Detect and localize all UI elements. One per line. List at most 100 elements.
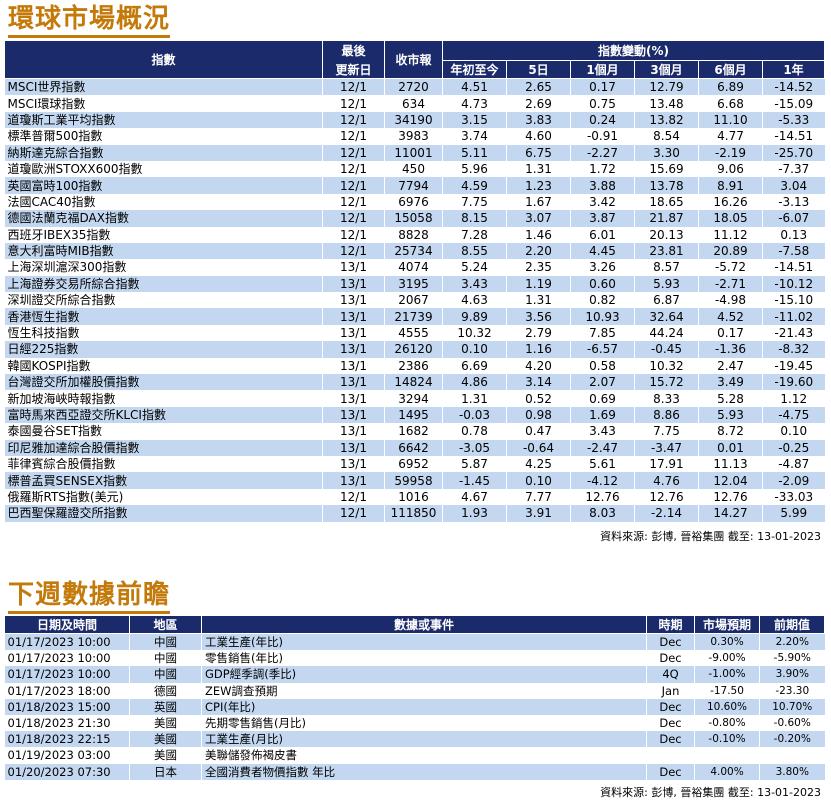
row-1m: 0.82 bbox=[570, 292, 635, 309]
row-update-date: 12/1 bbox=[322, 505, 385, 522]
row-5d: 2.35 bbox=[506, 259, 571, 276]
table-row: 台灣證交所加權股價指數 13/1 14824 4.86 3.14 2.07 15.72 3.4… bbox=[4, 374, 825, 391]
row-1m: 3.42 bbox=[570, 193, 635, 211]
row-close: 3983 bbox=[384, 128, 443, 145]
row-index-name: 法國CAC40指數 bbox=[7, 194, 96, 209]
row-ytd: 5.24 bbox=[442, 259, 507, 276]
row-close: 26120 bbox=[384, 341, 443, 358]
row-1y: -0.25 bbox=[762, 439, 825, 456]
row-update-date: 12/1 bbox=[322, 95, 385, 112]
row-previous: -0.20% bbox=[759, 731, 825, 748]
row-region: 日本 bbox=[129, 763, 202, 780]
market-section-title: 環球市場概況 bbox=[8, 4, 171, 38]
row-1m: 0.24 bbox=[570, 111, 635, 129]
row-datetime: 01/17/2023 10:00 bbox=[4, 633, 130, 651]
header-region: 地區 bbox=[129, 615, 202, 634]
row-3m: 8.54 bbox=[634, 128, 699, 145]
header-1m: 1個月 bbox=[570, 60, 635, 79]
row-5d: 0.98 bbox=[506, 406, 571, 424]
row-1y: -10.12 bbox=[762, 275, 825, 293]
row-6m: 0.17 bbox=[698, 324, 763, 342]
row-1m: 12.76 bbox=[570, 488, 635, 506]
row-forecast: 0.30% bbox=[694, 633, 760, 651]
table-row: 深圳證交所綜合指數 13/1 2067 4.63 1.31 0.82 6.87 -4.98 -1… bbox=[5, 292, 825, 309]
row-ytd: 7.28 bbox=[442, 226, 507, 243]
row-region: 中國 bbox=[129, 666, 202, 683]
row-1y: -15.09 bbox=[762, 95, 825, 112]
row-3m: 20.13 bbox=[634, 226, 699, 243]
row-close: 34190 bbox=[384, 111, 443, 129]
row-ytd: 4.59 bbox=[442, 177, 507, 194]
row-index-name: 菲律賓綜合股價指數 bbox=[7, 457, 116, 472]
row-6m: 5.93 bbox=[698, 406, 763, 424]
row-6m: 6.68 bbox=[698, 95, 763, 112]
row-1m: 3.43 bbox=[570, 423, 635, 440]
row-5d: 7.77 bbox=[506, 488, 571, 506]
row-event: GDP經季調(季比) bbox=[201, 666, 647, 683]
row-6m: 16.26 bbox=[698, 193, 763, 211]
header-period: 時期 bbox=[646, 615, 695, 634]
row-index-name: 台灣證交所加權股價指數 bbox=[4, 374, 323, 391]
row-event: 工業生產(月比) bbox=[201, 731, 647, 748]
row-5d: 1.31 bbox=[506, 292, 571, 309]
row-5d: 1.46 bbox=[506, 226, 571, 243]
row-update-date: 13/1 bbox=[322, 341, 385, 358]
row-ytd: 3.43 bbox=[442, 275, 507, 293]
header-datetime: 日期及時間 bbox=[4, 615, 130, 634]
row-close: 11001 bbox=[384, 144, 443, 161]
row-previous bbox=[759, 747, 825, 764]
row-5d: 1.16 bbox=[506, 341, 571, 358]
row-1m: -4.12 bbox=[570, 472, 635, 489]
row-6m: 12.04 bbox=[698, 472, 763, 489]
row-datetime: 01/18/2023 15:00 bbox=[4, 698, 130, 715]
row-ytd: 4.51 bbox=[442, 78, 507, 96]
row-ytd: 0.78 bbox=[442, 423, 507, 440]
row-update-date: 13/1 bbox=[322, 357, 385, 375]
row-6m: 9.06 bbox=[698, 160, 763, 178]
row-1y: -7.37 bbox=[762, 160, 825, 178]
row-3m: 8.86 bbox=[634, 406, 699, 424]
row-ytd: 5.11 bbox=[442, 144, 507, 161]
row-update-date: 13/1 bbox=[322, 308, 385, 325]
row-3m: 18.65 bbox=[634, 193, 699, 211]
row-index-name: 德國法蘭克福DAX指數 bbox=[4, 210, 323, 227]
row-3m: -0.45 bbox=[634, 341, 699, 358]
row-forecast: -1.00% bbox=[694, 666, 760, 683]
table-row: 新加坡海峽時報指數 13/1 3294 1.31 0.52 0.69 8.33 5.28 1.1… bbox=[5, 390, 825, 407]
row-1y: -19.45 bbox=[762, 357, 825, 375]
row-6m: -5.72 bbox=[698, 259, 763, 276]
row-5d: 1.31 bbox=[506, 160, 571, 178]
row-event: 先期零售銷售(月比) bbox=[201, 714, 647, 732]
row-1y: -25.70 bbox=[762, 144, 825, 161]
row-3m: -2.14 bbox=[634, 505, 699, 522]
table-row: 上海證券交易所綜合指數 13/1 3195 3.43 1.19 0.60 5.93 -2.71… bbox=[4, 275, 825, 293]
row-3m: 15.72 bbox=[634, 374, 699, 391]
row-5d: 2.20 bbox=[506, 242, 571, 260]
table-row: 法國CAC40指數 12/1 6976 7.75 1.67 3.42 18.65 16.26-… bbox=[5, 193, 825, 211]
row-3m: 8.57 bbox=[634, 259, 699, 276]
row-5d: -0.64 bbox=[506, 439, 571, 456]
row-index-name: 道瓊斯工業平均指數 bbox=[4, 111, 323, 129]
row-index-name: MSCI環球指數 bbox=[7, 96, 86, 111]
row-update-date: 13/1 bbox=[322, 472, 385, 489]
row-region: 美國 bbox=[129, 731, 202, 748]
row-close: 6976 bbox=[384, 193, 443, 211]
table-row: 印尼雅加達綜合股價指數 13/1 6642 -3.05 -0.64 -2.47 -3.47 0… bbox=[4, 439, 825, 456]
row-close: 15058 bbox=[384, 210, 443, 227]
row-ytd: -1.45 bbox=[442, 472, 507, 489]
header-5d: 5日 bbox=[506, 60, 571, 79]
table-row: 英國富時100指數 12/1 7794 4.59 1.23 3.88 13.78 8.91 3.… bbox=[4, 177, 825, 194]
row-ytd: 4.63 bbox=[442, 292, 507, 309]
row-ytd: 0.10 bbox=[442, 341, 507, 358]
table-row: 巴西聖保羅證交所指數 12/1 111850 1.93 3.91 8.03 -2.14 14.… bbox=[4, 505, 825, 522]
row-forecast: 4.00% bbox=[694, 763, 760, 780]
row-datetime: 01/19/2023 03:00 bbox=[7, 748, 111, 763]
row-1y: -14.52 bbox=[762, 78, 825, 96]
table-row: 恆生科技指數 13/1 4555 10.32 2.79 7.85 44.24 0.17 -21.… bbox=[5, 324, 825, 342]
row-1m: 3.26 bbox=[570, 259, 635, 276]
row-1m: 2.07 bbox=[570, 374, 635, 391]
row-1y: -4.87 bbox=[762, 455, 825, 473]
row-update-date: 13/1 bbox=[322, 423, 385, 440]
row-1m: 3.87 bbox=[570, 210, 635, 227]
row-1m: 0.17 bbox=[570, 78, 635, 96]
